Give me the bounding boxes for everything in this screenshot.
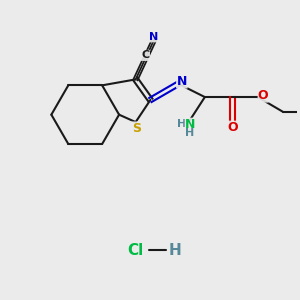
Text: Cl: Cl xyxy=(127,243,143,258)
Text: N: N xyxy=(177,75,187,88)
Text: N: N xyxy=(185,118,195,131)
Text: H: H xyxy=(169,243,182,258)
Text: O: O xyxy=(258,89,268,102)
Text: N: N xyxy=(149,32,159,42)
Text: H: H xyxy=(177,119,186,129)
Text: S: S xyxy=(132,122,141,135)
Text: C: C xyxy=(141,50,149,60)
Text: H: H xyxy=(185,128,195,138)
Text: O: O xyxy=(227,121,238,134)
